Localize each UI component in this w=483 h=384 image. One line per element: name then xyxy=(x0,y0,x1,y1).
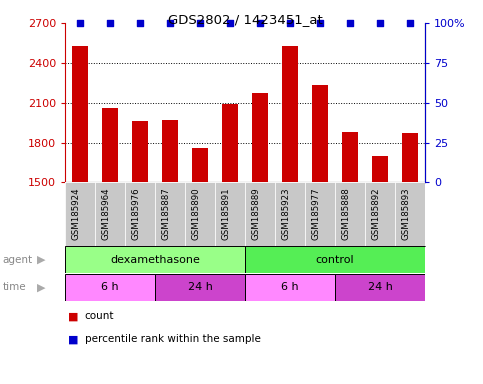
Bar xyxy=(282,46,298,182)
Bar xyxy=(335,182,365,246)
Bar xyxy=(72,46,88,182)
Text: ■: ■ xyxy=(68,334,78,344)
Point xyxy=(136,20,144,26)
Bar xyxy=(65,182,95,246)
Bar xyxy=(162,120,178,182)
Text: GSM185891: GSM185891 xyxy=(221,187,230,240)
Point xyxy=(256,20,264,26)
Text: time: time xyxy=(2,282,26,292)
Bar xyxy=(305,182,335,246)
Bar xyxy=(275,182,305,246)
Point xyxy=(316,20,324,26)
Bar xyxy=(155,182,185,246)
Bar xyxy=(95,182,125,246)
Bar xyxy=(102,108,118,182)
Point xyxy=(226,20,234,26)
Text: GSM185888: GSM185888 xyxy=(341,187,350,240)
Point xyxy=(406,20,414,26)
Text: 6 h: 6 h xyxy=(281,282,299,292)
Text: GSM185923: GSM185923 xyxy=(281,187,290,240)
Point xyxy=(346,20,354,26)
Bar xyxy=(132,121,148,182)
Bar xyxy=(185,182,215,246)
Bar xyxy=(222,104,239,182)
Bar xyxy=(312,86,328,182)
Text: count: count xyxy=(85,311,114,321)
Point xyxy=(166,20,174,26)
Bar xyxy=(245,274,335,301)
Bar xyxy=(252,93,269,182)
Bar xyxy=(215,182,245,246)
Point xyxy=(286,20,294,26)
Text: GDS2802 / 1423451_at: GDS2802 / 1423451_at xyxy=(168,13,323,26)
Text: 24 h: 24 h xyxy=(188,282,213,292)
Bar xyxy=(395,182,425,246)
Text: GSM185976: GSM185976 xyxy=(131,187,140,240)
Text: ▶: ▶ xyxy=(37,255,45,265)
Text: percentile rank within the sample: percentile rank within the sample xyxy=(85,334,260,344)
Bar xyxy=(365,182,395,246)
Bar xyxy=(192,148,208,182)
Point xyxy=(106,20,114,26)
Text: GSM185977: GSM185977 xyxy=(311,187,320,240)
Bar xyxy=(372,156,388,182)
Text: GSM185892: GSM185892 xyxy=(371,187,380,240)
Bar xyxy=(155,274,245,301)
Text: dexamethasone: dexamethasone xyxy=(110,255,200,265)
Bar xyxy=(245,246,425,273)
Bar xyxy=(245,182,275,246)
Bar xyxy=(65,246,245,273)
Bar xyxy=(125,182,155,246)
Text: GSM185964: GSM185964 xyxy=(101,187,110,240)
Text: ■: ■ xyxy=(68,311,78,321)
Point xyxy=(376,20,384,26)
Text: GSM185889: GSM185889 xyxy=(251,187,260,240)
Text: GSM185890: GSM185890 xyxy=(191,187,200,240)
Text: control: control xyxy=(316,255,355,265)
Text: ▶: ▶ xyxy=(37,282,45,292)
Bar xyxy=(335,274,425,301)
Bar xyxy=(342,132,358,182)
Text: GSM185924: GSM185924 xyxy=(71,187,80,240)
Text: GSM185893: GSM185893 xyxy=(401,187,410,240)
Bar xyxy=(402,133,418,182)
Bar xyxy=(65,274,155,301)
Text: GSM185887: GSM185887 xyxy=(161,187,170,240)
Text: agent: agent xyxy=(2,255,32,265)
Point xyxy=(196,20,204,26)
Point xyxy=(76,20,84,26)
Text: 24 h: 24 h xyxy=(368,282,393,292)
Text: 6 h: 6 h xyxy=(101,282,119,292)
